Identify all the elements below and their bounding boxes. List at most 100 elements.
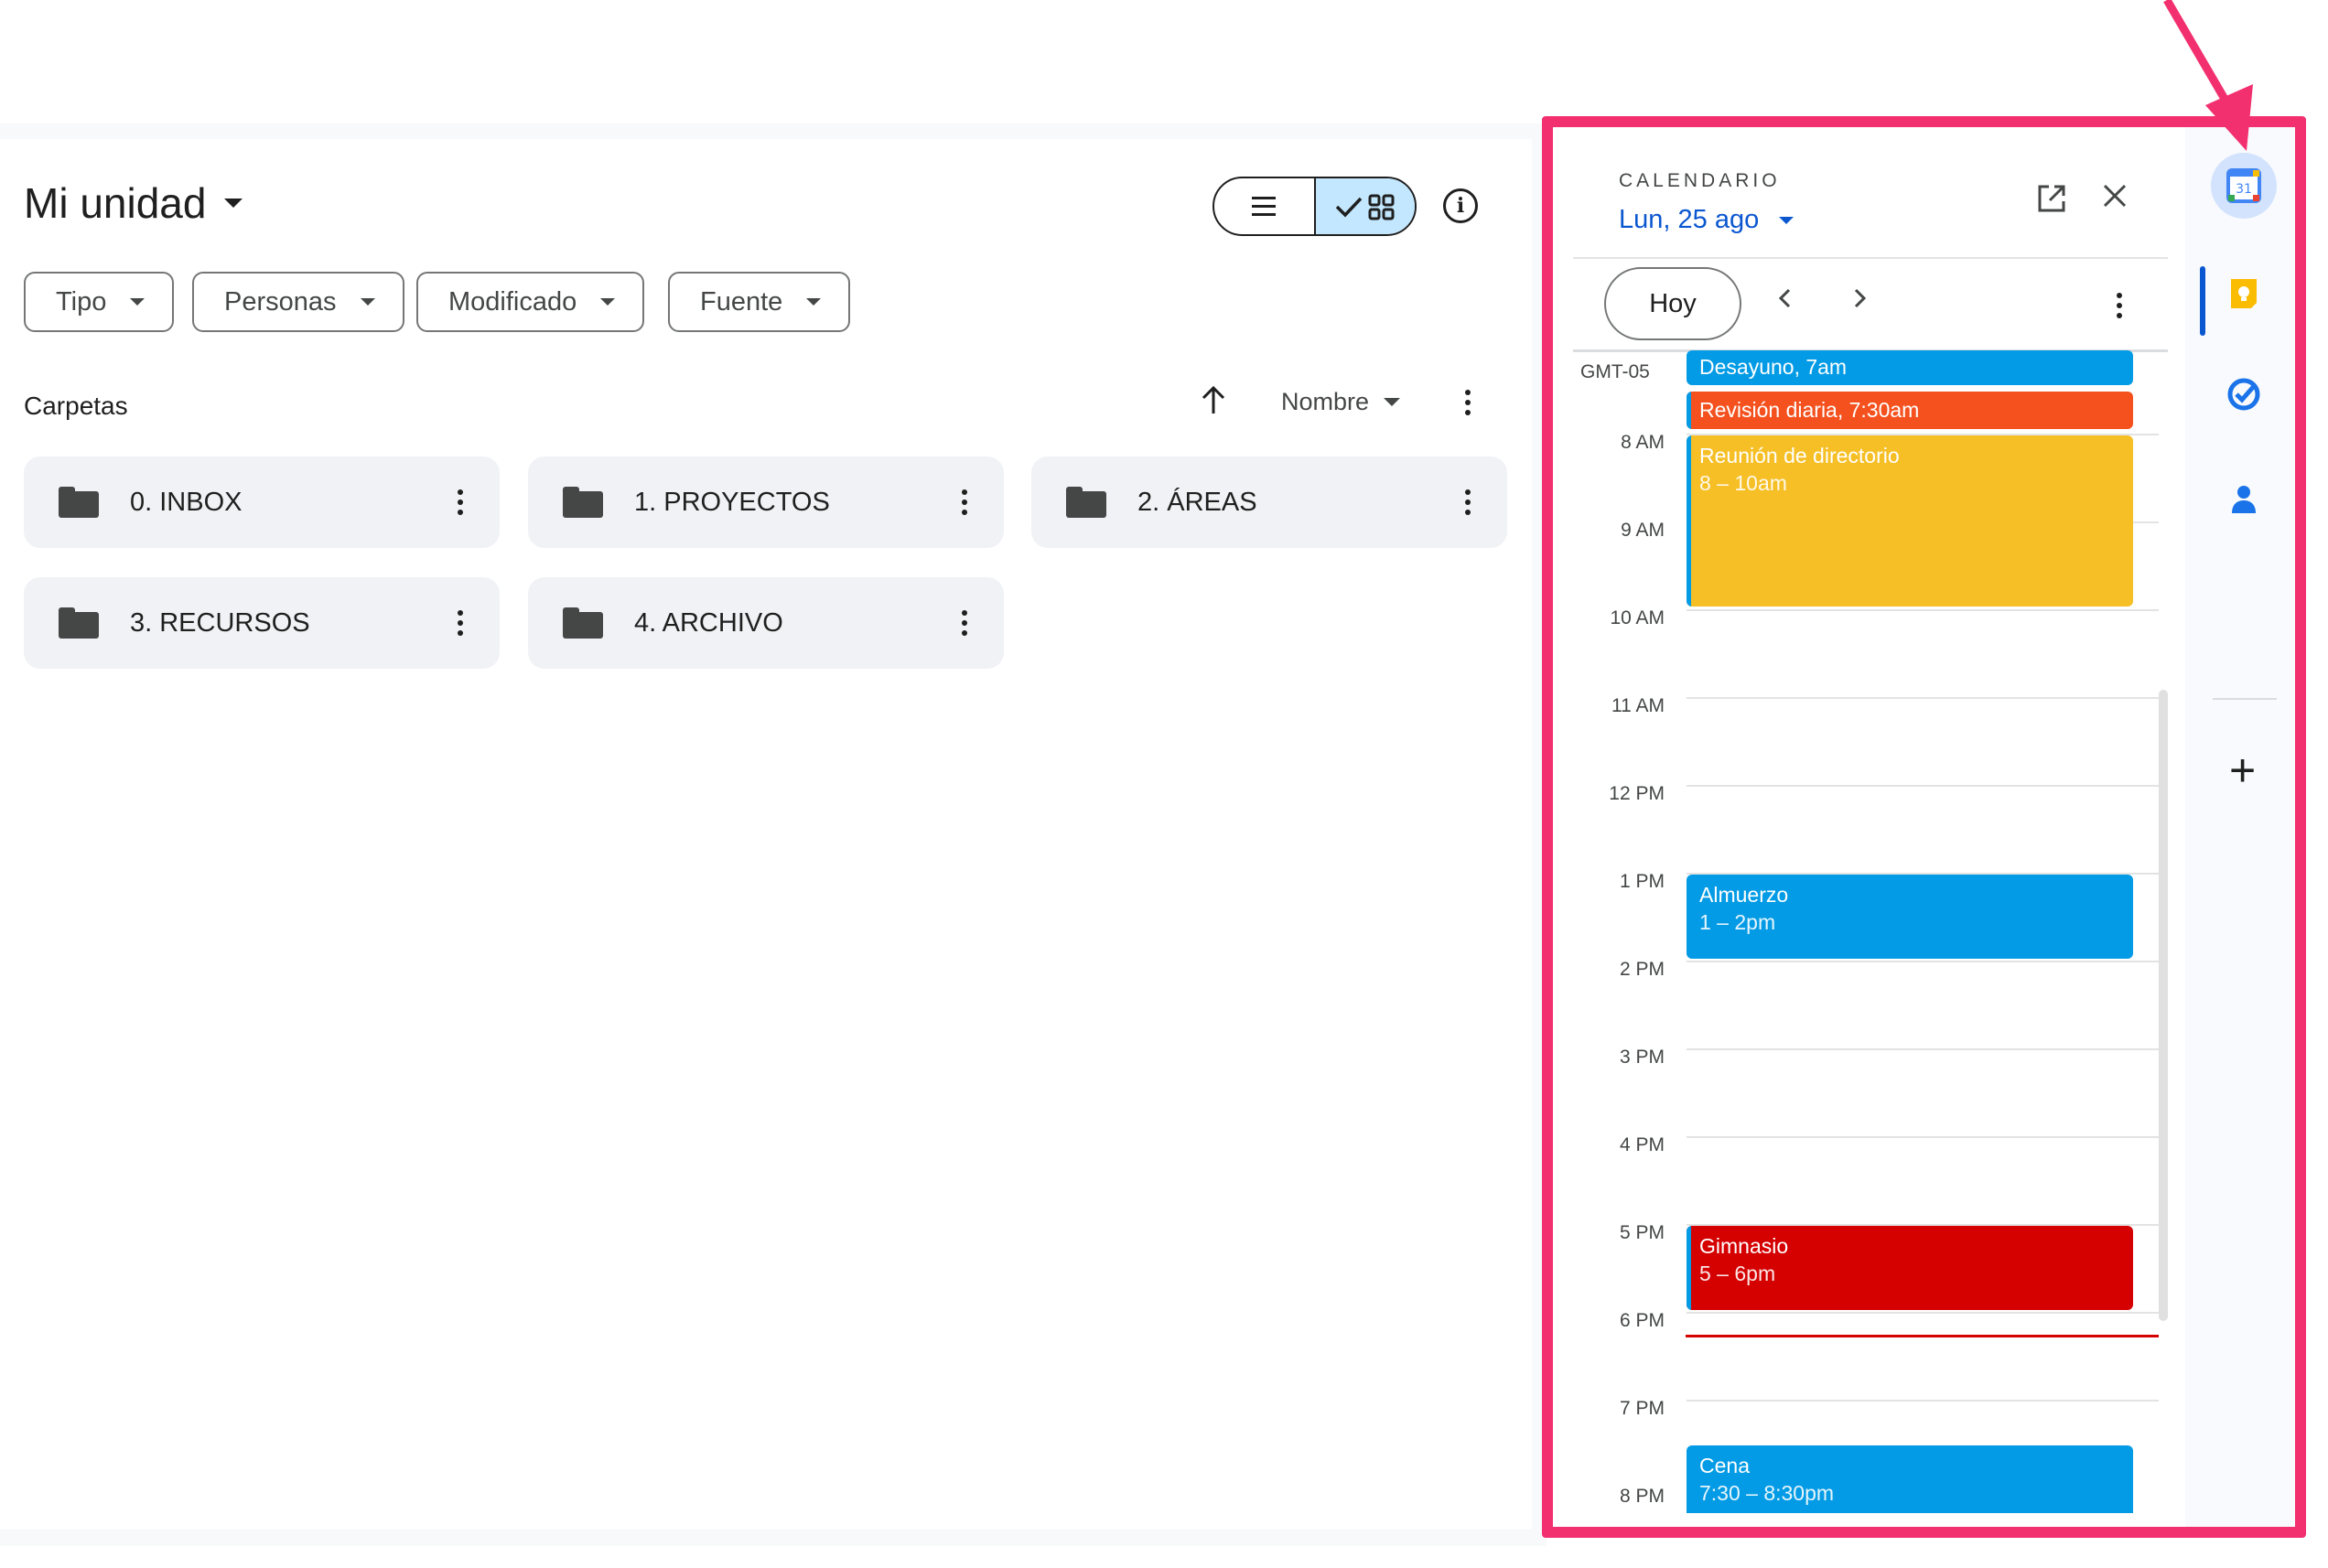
- event-title: Gimnasio: [1699, 1234, 1789, 1258]
- tasks-icon[interactable]: [2211, 361, 2277, 427]
- event-almuerzo[interactable]: Almuerzo 1 – 2pm: [1687, 875, 2133, 959]
- chevron-down-icon: [1384, 398, 1401, 406]
- hour-label: 4 PM: [1619, 1134, 1665, 1155]
- drive-main: [0, 139, 1532, 1530]
- hour-gridline: [1687, 1136, 2159, 1138]
- more-options-icon[interactable]: [1465, 489, 1471, 515]
- event-desayuno[interactable]: Desayuno, 7am: [1687, 350, 2133, 385]
- contacts-icon[interactable]: [2211, 466, 2277, 532]
- highlight-frame: [1542, 116, 2306, 1538]
- hour-label: 3 PM: [1619, 1047, 1665, 1068]
- event-accent: [1687, 392, 1691, 429]
- today-button[interactable]: Hoy: [1604, 267, 1741, 340]
- header-divider: [1573, 257, 2168, 259]
- close-icon[interactable]: [2101, 181, 2129, 216]
- chevron-down-icon: [600, 298, 616, 306]
- folder-icon: [59, 487, 99, 518]
- more-options-icon[interactable]: [2117, 293, 2122, 318]
- hour-gridline: [1687, 961, 2159, 962]
- calendar-icon[interactable]: 31: [2211, 153, 2277, 219]
- sort-by-button[interactable]: Nombre: [1281, 388, 1401, 416]
- filter-chip-modificado[interactable]: Modificado: [416, 272, 645, 332]
- event-title: Cena: [1699, 1454, 1750, 1477]
- hour-gridline: [1687, 697, 2159, 699]
- folder-card[interactable]: 0. INBOX: [24, 456, 500, 548]
- folder-icon: [59, 607, 99, 639]
- hour-label: 8 AM: [1621, 432, 1665, 453]
- page-title[interactable]: Mi unidad: [24, 178, 243, 228]
- event-time: 7:30 – 8:30pm: [1699, 1480, 1835, 1505]
- calendar-day-number: 31: [2236, 182, 2252, 197]
- details-info-icon[interactable]: i: [1443, 188, 1478, 223]
- chevron-down-icon: [360, 298, 375, 306]
- list-view-button[interactable]: [1214, 178, 1314, 234]
- event-cena[interactable]: Cena 7:30 – 8:30pm: [1687, 1445, 2133, 1513]
- date-label: Lun, 25 ago: [1619, 205, 1760, 234]
- active-indicator: [2200, 266, 2205, 336]
- sort-by-label: Nombre: [1281, 388, 1370, 415]
- folder-name: 4. ARCHIVO: [634, 607, 783, 638]
- more-options-icon[interactable]: [962, 610, 967, 636]
- chevron-left-icon[interactable]: [1774, 282, 1796, 321]
- filter-chip-label: Modificado: [448, 286, 577, 317]
- event-accent: [1687, 1226, 1691, 1310]
- more-options-icon[interactable]: [1465, 390, 1471, 415]
- hour-label: 8 PM: [1619, 1486, 1665, 1507]
- event-reunion-de-directorio[interactable]: Reunión de directorio 8 – 10am: [1687, 435, 2133, 607]
- event-title: Desayuno, 7am: [1699, 355, 1848, 379]
- filter-chip-label: Tipo: [56, 286, 107, 317]
- hour-gridline: [1687, 1224, 2159, 1226]
- filter-chip-fuente[interactable]: Fuente: [668, 272, 851, 332]
- add-icon[interactable]: +: [2229, 745, 2257, 796]
- hour-gridline: [1687, 1312, 2159, 1314]
- chevron-down-icon: [130, 298, 146, 306]
- hour-gridline: [1687, 785, 2159, 787]
- chevron-down-icon: [1779, 216, 1794, 224]
- folder-name: 0. INBOX: [130, 487, 242, 517]
- sort-direction-icon[interactable]: [1200, 384, 1227, 424]
- folder-name: 3. RECURSOS: [130, 607, 310, 638]
- event-time: 5 – 6pm: [1699, 1261, 1776, 1285]
- open-in-new-tab-icon[interactable]: [2036, 183, 2067, 219]
- filter-chip-label: Fuente: [700, 286, 783, 317]
- hour-label: 12 PM: [1609, 783, 1665, 804]
- hour-gridline: [1687, 1400, 2159, 1402]
- hour-label: 1 PM: [1619, 871, 1665, 892]
- calendar-header-label: CALENDARIO: [1619, 170, 1781, 191]
- grid-view-button[interactable]: [1313, 178, 1415, 234]
- rail-divider: [2213, 698, 2277, 700]
- folder-icon: [563, 607, 603, 639]
- hour-label: 6 PM: [1619, 1310, 1665, 1331]
- folder-card[interactable]: 4. ARCHIVO: [528, 577, 1004, 669]
- timezone-label: GMT-05: [1580, 361, 1650, 382]
- hour-gridline: [1687, 434, 2159, 435]
- list-icon: [1252, 196, 1277, 216]
- filter-chip-personas[interactable]: Personas: [192, 272, 404, 332]
- grid-check-icon: [1335, 194, 1395, 220]
- chevron-right-icon[interactable]: [1848, 282, 1870, 321]
- page-title-text: Mi unidad: [24, 179, 207, 227]
- folder-icon: [563, 487, 603, 518]
- hour-label: 5 PM: [1619, 1222, 1665, 1243]
- calendar-panel: CALENDARIO Lun, 25 ago Hoy GMT-05 8 AM 9…: [1573, 141, 2168, 1513]
- filter-chip-tipo[interactable]: Tipo: [24, 272, 175, 332]
- more-options-icon[interactable]: [458, 489, 463, 515]
- event-title: Reunión de directorio: [1699, 444, 1900, 467]
- folder-icon: [1066, 487, 1106, 518]
- event-revision-diaria[interactable]: Revisión diaria, 7:30am: [1687, 392, 2133, 429]
- folder-card[interactable]: 3. RECURSOS: [24, 577, 500, 669]
- date-selector[interactable]: Lun, 25 ago: [1619, 205, 1794, 235]
- keep-icon[interactable]: [2211, 261, 2277, 327]
- event-time: 1 – 2pm: [1699, 909, 1776, 934]
- folder-card[interactable]: 1. PROYECTOS: [528, 456, 1004, 548]
- hour-gridline: [1687, 1048, 2159, 1050]
- hour-label: 10 AM: [1610, 607, 1665, 628]
- event-gimnasio[interactable]: Gimnasio 5 – 6pm: [1687, 1226, 2133, 1310]
- annotation-arrow: [2163, 0, 2253, 151]
- folder-card[interactable]: 2. ÁREAS: [1031, 456, 1507, 548]
- hour-label: 11 AM: [1611, 695, 1665, 716]
- hour-label: 7 PM: [1619, 1398, 1665, 1419]
- scrollbar[interactable]: [2159, 690, 2168, 1321]
- more-options-icon[interactable]: [962, 489, 967, 515]
- more-options-icon[interactable]: [458, 610, 463, 636]
